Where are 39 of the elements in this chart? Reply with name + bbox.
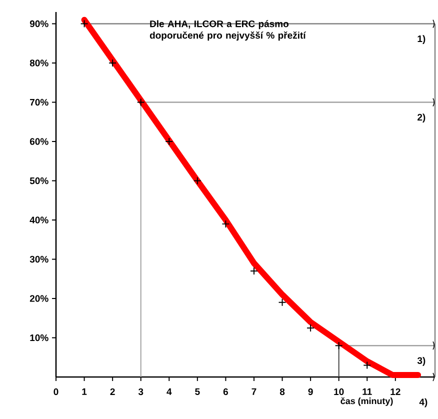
x-tick-label: 4 <box>166 388 172 395</box>
point <box>136 98 145 106</box>
text: 4) <box>419 398 428 408</box>
x-tick-label: 5 <box>195 388 200 395</box>
annotation: Dle AHA, ILCOR a ERC pásmo doporučené pro nejvyšší % přežití <box>150 20 306 41</box>
y-tick-label: 90% <box>30 20 48 28</box>
point <box>306 324 315 332</box>
x-tick-label: 9 <box>308 388 313 396</box>
point <box>222 220 230 228</box>
x-tick-label: 6 <box>223 388 228 396</box>
point <box>80 20 88 28</box>
x-tick-label: 10 <box>334 388 344 396</box>
x-tick-label: 0 <box>54 388 58 396</box>
y-tick-label: 40% <box>30 216 48 224</box>
point <box>363 361 372 370</box>
x-tick-label: 12 <box>390 388 400 395</box>
y-tick-label: 30% <box>30 256 48 263</box>
x-axis-title: čas (minuty) <box>340 397 393 406</box>
y-tick-label: 60% <box>30 138 48 145</box>
point <box>165 138 174 146</box>
y-tick-label: 70% <box>30 98 48 106</box>
x-tick-label: 3 <box>138 388 144 396</box>
x-tick-label: 7 <box>252 388 256 395</box>
annotation: 2) <box>418 114 426 122</box>
x-tick-label: 8 <box>280 388 285 396</box>
annotation: 3) <box>417 356 426 366</box>
y-tick-label: 80% <box>30 60 48 66</box>
y-tick-label: 50% <box>30 177 48 184</box>
x-tick-label: 2 <box>110 388 115 395</box>
annotation: 1) <box>418 35 426 44</box>
point <box>334 342 343 350</box>
point <box>250 267 258 276</box>
x-tick-label: 1 <box>82 388 87 395</box>
y-tick-label: 10% <box>30 334 48 342</box>
x-tick-label: 11 <box>362 388 372 395</box>
point <box>108 59 117 68</box>
point <box>278 298 286 306</box>
y-tick-label: 20% <box>30 295 48 302</box>
point <box>193 176 202 185</box>
